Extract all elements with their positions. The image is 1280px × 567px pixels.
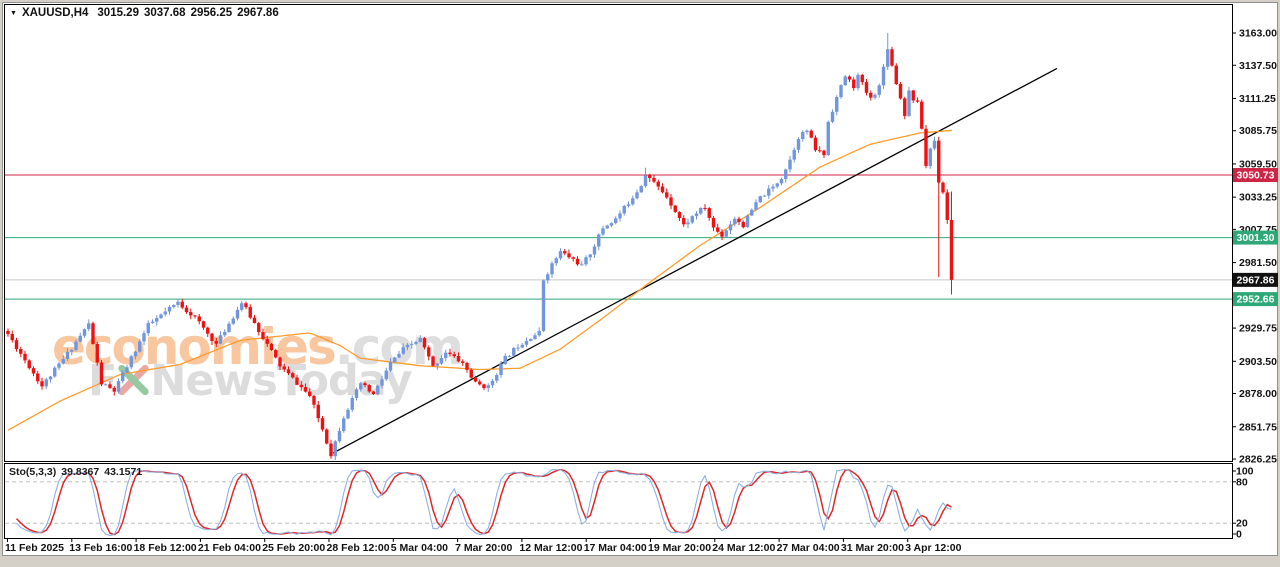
svg-text:2878.00: 2878.00 xyxy=(1239,388,1277,400)
watermark-economies: economies.com xyxy=(52,318,464,376)
symbol-timeframe-label: XAUUSD,H4 xyxy=(21,7,89,19)
price-axis: 3163.00 3137.50 3111.25 3085.75 3059.50 3033.… xyxy=(1232,28,1278,466)
candles[interactable] xyxy=(6,33,954,460)
svg-text:21 Feb 04:00: 21 Feb 04:00 xyxy=(198,542,261,554)
level-lines[interactable] xyxy=(5,174,1232,300)
svg-text:3033.25: 3033.25 xyxy=(1239,192,1277,204)
stochastic-label: Sto(5,3,3) 39.8367 43.1571 xyxy=(9,466,147,478)
time-axis: 11 Feb 2025 13 Feb 16:00 18 Feb 12:00 21 Fe… xyxy=(5,538,962,554)
svg-text:2929.75: 2929.75 xyxy=(1239,323,1277,335)
svg-text:3085.75: 3085.75 xyxy=(1239,125,1277,137)
svg-text:5 Mar 04:00: 5 Mar 04:00 xyxy=(391,542,448,554)
svg-text:25 Feb 20:00: 25 Feb 20:00 xyxy=(262,542,325,554)
price-badge: 2952.66 xyxy=(1233,292,1278,307)
stochastic-name: Sto(5,3,3) xyxy=(9,466,57,478)
price-badge: 2967.86 xyxy=(1233,272,1278,287)
svg-text:3163.00: 3163.00 xyxy=(1239,28,1277,40)
svg-text:18 Feb 12:00: 18 Feb 12:00 xyxy=(134,542,197,554)
svg-text:17 Mar 04:00: 17 Mar 04:00 xyxy=(584,542,647,554)
quote-open: 3015.29 xyxy=(97,7,139,19)
stochastic-signal-line xyxy=(15,468,952,536)
svg-text:3137.50: 3137.50 xyxy=(1239,60,1277,72)
stochastic-signal-value: 43.1571 xyxy=(104,466,143,478)
svg-text:3 Apr 12:00: 3 Apr 12:00 xyxy=(905,542,961,554)
svg-text:3001.30: 3001.30 xyxy=(1237,232,1275,244)
price-badge: 3001.30 xyxy=(1233,230,1278,245)
quote-close: 2967.86 xyxy=(237,7,279,19)
svg-text:3059.50: 3059.50 xyxy=(1239,158,1277,170)
svg-text:3111.25: 3111.25 xyxy=(1239,93,1276,105)
svg-text:11 Feb 2025: 11 Feb 2025 xyxy=(5,542,64,554)
svg-text:2851.75: 2851.75 xyxy=(1239,421,1277,433)
svg-text:24 Mar 12:00: 24 Mar 12:00 xyxy=(712,542,775,554)
svg-text:13 Feb 16:00: 13 Feb 16:00 xyxy=(69,542,132,554)
svg-text:100: 100 xyxy=(1236,466,1254,478)
price-badge: 3050.73 xyxy=(1233,168,1278,183)
ma-line[interactable] xyxy=(7,129,953,431)
symbol-dropdown-arrow-icon[interactable]: ▼ xyxy=(10,10,17,17)
watermark-brand-suffix: .com xyxy=(334,318,464,376)
watermark-brand: economies xyxy=(52,318,337,376)
quote-high: 3037.68 xyxy=(143,7,186,19)
svg-text:0: 0 xyxy=(1236,529,1242,541)
svg-text:2981.50: 2981.50 xyxy=(1239,257,1277,269)
stochastic-main-line xyxy=(16,468,952,537)
stochastic-main-value: 39.8367 xyxy=(61,466,100,478)
svg-text:3050.73: 3050.73 xyxy=(1237,170,1275,182)
svg-text:2967.86: 2967.86 xyxy=(1237,274,1275,286)
chart-title: ▼ XAUUSD,H4 3015.29 3037.68 2956.25 2967.86 xyxy=(10,7,284,19)
panel-borders xyxy=(4,4,1233,539)
svg-text:80: 80 xyxy=(1236,476,1248,488)
svg-text:27 Mar 04:00: 27 Mar 04:00 xyxy=(777,542,840,554)
svg-text:28 Feb 12:00: 28 Feb 12:00 xyxy=(327,542,390,554)
svg-text:31 Mar 20:00: 31 Mar 20:00 xyxy=(841,542,904,554)
quote-low: 2956.25 xyxy=(190,7,233,19)
svg-text:7 Mar 20:00: 7 Mar 20:00 xyxy=(455,542,512,554)
svg-text:2826.25: 2826.25 xyxy=(1239,454,1277,466)
stochastic-pane[interactable] xyxy=(5,468,1231,537)
trendline[interactable] xyxy=(332,67,1058,454)
svg-text:12 Mar 12:00: 12 Mar 12:00 xyxy=(519,542,582,554)
svg-text:20: 20 xyxy=(1236,518,1248,530)
svg-text:2952.66: 2952.66 xyxy=(1237,294,1275,306)
svg-text:2903.50: 2903.50 xyxy=(1239,356,1277,368)
svg-text:19 Mar 20:00: 19 Mar 20:00 xyxy=(648,542,711,554)
